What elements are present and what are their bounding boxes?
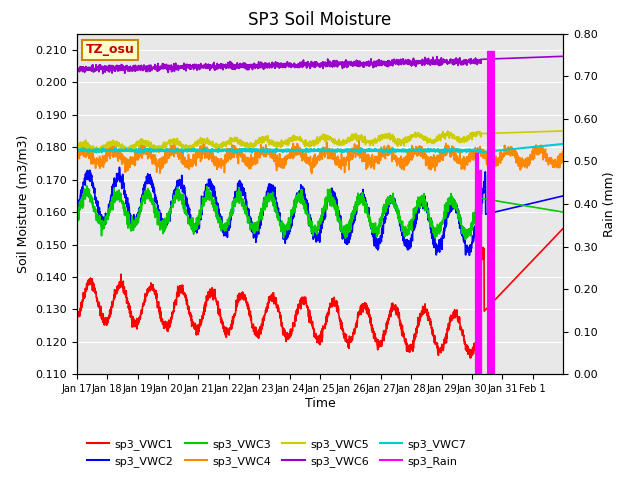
Y-axis label: Rain (mm): Rain (mm)	[604, 171, 616, 237]
Title: SP3 Soil Moisture: SP3 Soil Moisture	[248, 11, 392, 29]
Legend: sp3_VWC1, sp3_VWC2, sp3_VWC3, sp3_VWC4, sp3_VWC5, sp3_VWC6, sp3_VWC7, sp3_Rain: sp3_VWC1, sp3_VWC2, sp3_VWC3, sp3_VWC4, …	[83, 435, 471, 471]
X-axis label: Time: Time	[305, 397, 335, 410]
Text: TZ_osu: TZ_osu	[86, 43, 134, 56]
Y-axis label: Soil Moisture (m3/m3): Soil Moisture (m3/m3)	[17, 135, 30, 273]
